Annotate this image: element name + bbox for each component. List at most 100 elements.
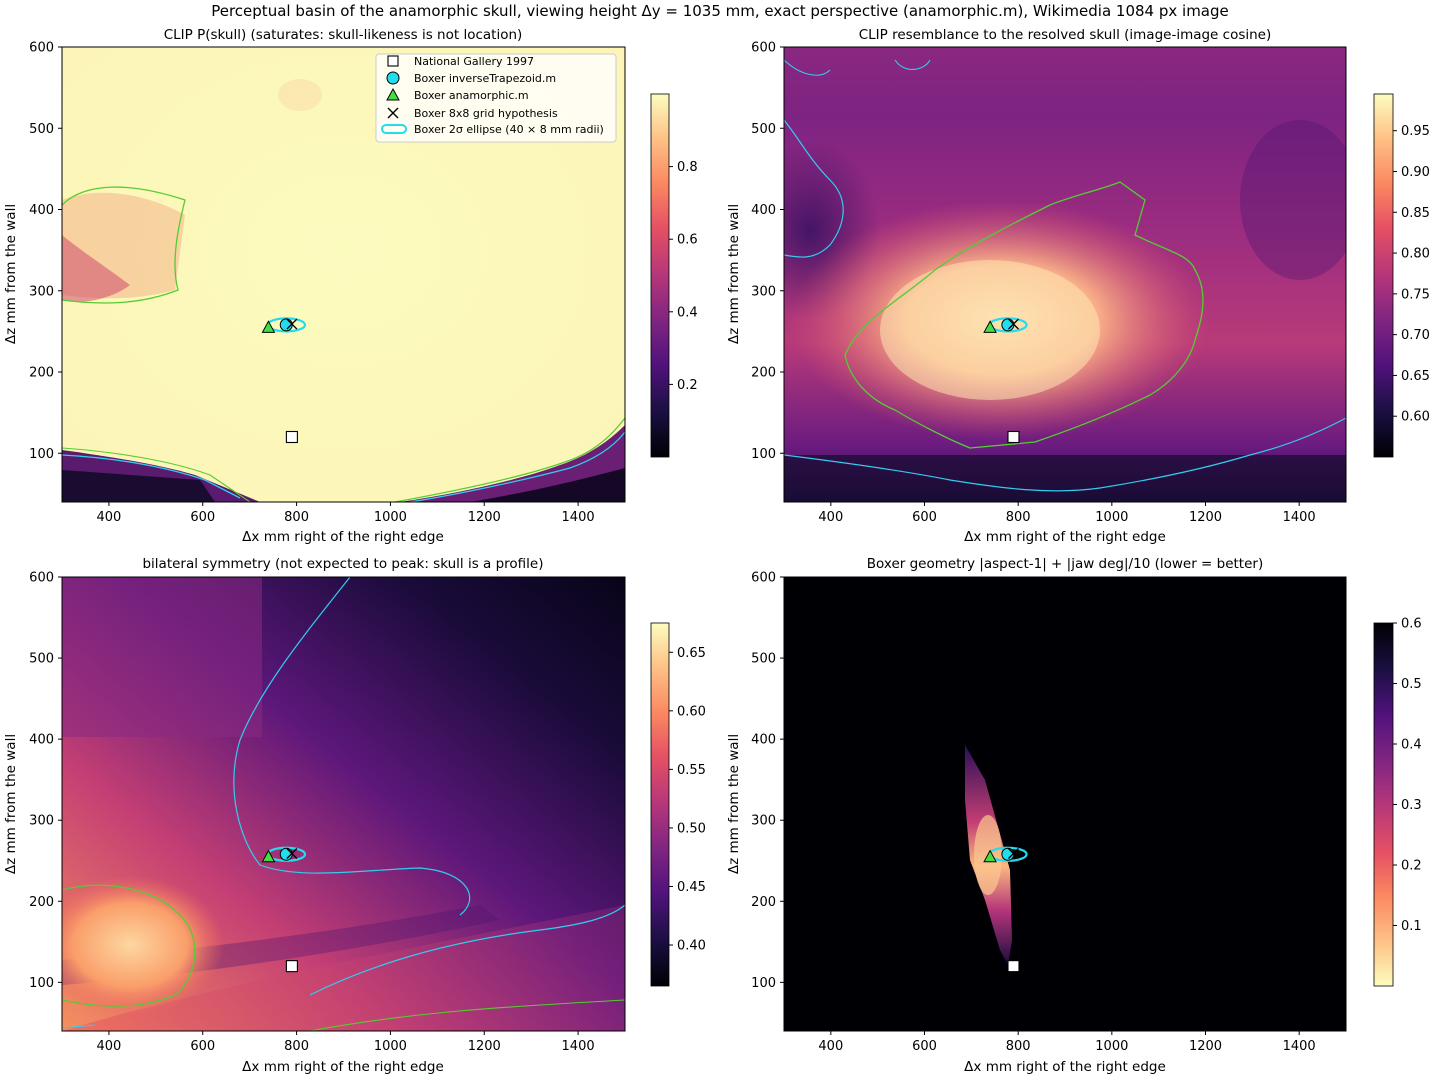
national-gallery-marker	[1007, 960, 1020, 973]
grid8x8-marker	[1007, 847, 1019, 859]
y-tick-label: 500	[29, 122, 54, 137]
colorbar-tick-label: 0.60	[1401, 410, 1430, 425]
x-axis-label: Δx mm right of the right edge	[964, 1059, 1166, 1075]
figure-suptitle: Perceptual basin of the anamorphic skull…	[211, 2, 1229, 20]
x-tick-label: 1000	[1095, 510, 1128, 525]
y-tick-label: 200	[29, 366, 54, 381]
y-tick-label: 600	[29, 571, 54, 586]
markers	[261, 317, 307, 444]
y-tick-label: 300	[751, 284, 776, 299]
y-tick-label: 100	[751, 447, 776, 462]
colorbar-tick-label: 0.6	[1401, 617, 1422, 632]
x-tick-label: 400	[97, 1039, 122, 1054]
colorbar-tick-label: 0.45	[677, 880, 706, 895]
y-axis-label: Δz mm from the wall	[3, 204, 19, 344]
y-ticks: 100 200 300 400 500 600	[29, 571, 62, 991]
x-tick-label: 600	[190, 1039, 215, 1054]
y-tick-label: 200	[29, 895, 54, 910]
colorbar-tick-label: 0.3	[1401, 798, 1422, 813]
y-tick-label: 100	[29, 447, 54, 462]
x-tick-label: 1200	[1189, 1039, 1222, 1054]
y-tick-label: 400	[751, 733, 776, 748]
colorbar-tick-label: 0.5	[1401, 677, 1422, 692]
x-tick-label: 1400	[562, 1039, 595, 1054]
x-tick-label: 800	[1006, 510, 1031, 525]
y-axis-label: Δz mm from the wall	[726, 734, 742, 874]
colorbar-tick-label: 0.90	[1401, 165, 1430, 180]
y-tick-label: 100	[29, 976, 54, 991]
anamorphic-marker	[261, 320, 276, 333]
legend-national-gallery: National Gallery 1997	[414, 55, 534, 68]
x-tick-label: 1000	[374, 510, 407, 525]
x-tick-label: 1200	[1189, 510, 1222, 525]
axes-frame	[783, 46, 1347, 503]
colorbar	[1373, 622, 1394, 987]
y-ticks: 100 200 300 400 500 600	[751, 571, 784, 991]
axes-frame	[783, 576, 1347, 1032]
x-tick-label: 600	[190, 510, 215, 525]
y-tick-label: 300	[29, 284, 54, 299]
y-tick-label: 500	[29, 652, 54, 667]
grid8x8-marker	[286, 847, 298, 859]
panel-title: bilateral symmetry (not expected to peak…	[142, 556, 543, 572]
colorbar-tick-label: 0.55	[677, 763, 706, 778]
colorbar-tick-label: 0.40	[677, 939, 706, 954]
y-tick-label: 100	[751, 976, 776, 991]
y-tick-label: 400	[751, 203, 776, 218]
x-tick-label: 1200	[468, 510, 501, 525]
colorbar-tick-label: 0.4	[1401, 738, 1422, 753]
colorbar-tick-label: 0.75	[1401, 287, 1430, 302]
colorbar-tick-label: 0.1	[1401, 919, 1422, 934]
x-tick-label: 400	[97, 510, 122, 525]
national-gallery-marker	[285, 430, 298, 444]
y-tick-label: 600	[751, 571, 776, 586]
colorbar-tick-label: 0.65	[677, 646, 706, 661]
x-ticks: 400 600 800 1000 1200 1400	[818, 1031, 1316, 1054]
colorbar-ticks: 0.1 0.2 0.3 0.4 0.5 0.6	[1393, 617, 1422, 934]
panel-clip-resemblance: CLIP resemblance to the resolved skull (…	[726, 27, 1430, 545]
y-tick-label: 400	[29, 203, 54, 218]
legend-ellipse: Boxer 2σ ellipse (40 × 8 mm radii)	[414, 123, 604, 136]
colorbar-ticks: 0.40 0.45 0.50 0.55 0.60 0.65	[669, 646, 706, 954]
x-tick-label: 1400	[562, 510, 595, 525]
panel-title: CLIP P(skull) (saturates: skull-likeness…	[164, 27, 523, 43]
colorbar-tick-label: 0.2	[1401, 859, 1422, 874]
y-ticks: 100 200 300 400 500 600	[29, 41, 62, 462]
y-axis-label: Δz mm from the wall	[3, 734, 19, 874]
national-gallery-marker	[285, 960, 298, 973]
colorbar-tick-label: 0.2	[677, 378, 698, 393]
national-gallery-marker	[1007, 430, 1020, 444]
x-tick-label: 800	[284, 1039, 309, 1054]
colorbar-ticks: 0.60 0.65 0.70 0.75 0.80 0.85 0.90 0.95	[1393, 124, 1430, 425]
colorbar	[1373, 93, 1394, 458]
grid8x8-marker	[286, 318, 298, 330]
y-tick-label: 300	[29, 814, 54, 829]
markers	[983, 846, 1028, 973]
colorbar-tick-label: 0.95	[1401, 124, 1430, 139]
legend-grid8x8: Boxer 8x8 grid hypothesis	[414, 107, 558, 120]
x-tick-label: 1400	[1283, 510, 1316, 525]
markers	[983, 317, 1028, 444]
legend-inverse-trapezoid: Boxer inverseTrapezoid.m	[414, 72, 556, 85]
colorbar-tick-label: 0.65	[1401, 369, 1430, 384]
colorbar	[650, 93, 670, 458]
x-tick-label: 800	[284, 510, 309, 525]
x-ticks: 400 600 800 1000 1200 1400	[818, 502, 1316, 525]
y-tick-label: 200	[751, 895, 776, 910]
y-ticks: 100 200 300 400 500 600	[751, 41, 784, 462]
colorbar-tick-label: 0.50	[677, 821, 706, 836]
panel-boxer-geometry: Boxer geometry |aspect-1| + |jaw deg|/10…	[726, 556, 1422, 1075]
x-tick-label: 1000	[374, 1039, 407, 1054]
x-ticks: 400 600 800 1000 1200 1400	[97, 502, 595, 525]
x-tick-label: 1000	[1095, 1039, 1128, 1054]
colorbar-tick-label: 0.70	[1401, 328, 1430, 343]
x-tick-label: 400	[818, 1039, 843, 1054]
grid8x8-marker	[1007, 318, 1019, 330]
y-tick-label: 600	[29, 41, 54, 56]
colorbar-tick-label: 0.60	[677, 704, 706, 719]
heatmap-boxer-geometry	[784, 577, 1346, 1031]
y-tick-label: 400	[29, 733, 54, 748]
x-tick-label: 800	[1006, 1039, 1031, 1054]
axes-frame	[61, 576, 626, 1032]
